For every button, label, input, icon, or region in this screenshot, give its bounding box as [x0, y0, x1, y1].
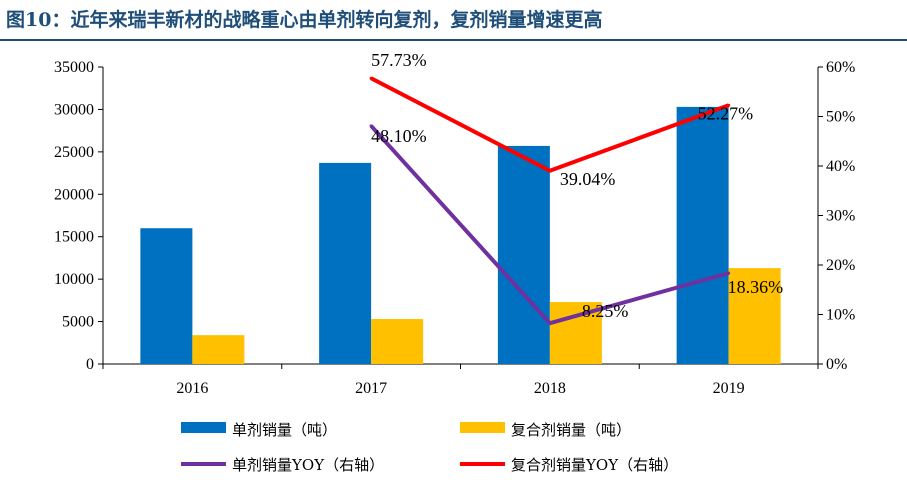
right-tick-label: 0%: [826, 356, 847, 373]
left-tick-label: 5000: [62, 314, 94, 331]
data-label: 18.36%: [728, 277, 784, 297]
right-y-axis: 0% 10% 20% 30% 40% 50% 60%: [817, 59, 855, 373]
right-tick-label: 50%: [826, 109, 855, 126]
x-tick-label: 2016: [176, 380, 208, 397]
bar: [497, 145, 550, 364]
data-label: 57.73%: [371, 50, 427, 70]
bar: [371, 319, 424, 364]
legend-label: 复合剂销量（吨）: [511, 421, 631, 439]
data-label: 8.25%: [582, 301, 629, 321]
data-labels-group: 48.10% 8.25% 18.36% 57.73% 39.04% 52.27%: [371, 50, 783, 321]
line-point: [727, 103, 731, 107]
left-tick-label: 0: [86, 356, 94, 373]
left-tick-label: 35000: [54, 59, 94, 76]
bar: [676, 106, 729, 364]
data-label: 39.04%: [560, 169, 616, 189]
right-tick-label: 20%: [826, 257, 855, 274]
left-tick-label: 20000: [54, 186, 94, 203]
line-point: [369, 124, 373, 128]
legend-swatch: [181, 422, 226, 433]
left-tick-label: 25000: [54, 144, 94, 161]
right-tick-label: 10%: [826, 307, 855, 324]
figure-title: 图10：近年来瑞丰新材的战略重心由单剂转向复剂，复剂销量增速更高: [6, 9, 603, 31]
right-tick-label: 60%: [826, 59, 855, 76]
line-point: [727, 271, 731, 275]
line-point: [548, 321, 552, 325]
legend-label: 单剂销量YOY（右轴）: [232, 456, 384, 474]
x-axis: 2016 2017 2018 2019: [102, 363, 819, 397]
x-tick-label: 2019: [713, 380, 745, 397]
data-label: 48.10%: [371, 126, 427, 146]
legend-label: 单剂销量（吨）: [232, 421, 337, 439]
left-y-axis: 0 5000 10000 15000 20000 25000 30000 35000: [54, 59, 104, 373]
title-divider: [0, 39, 907, 41]
data-label: 52.27%: [698, 103, 754, 123]
line-series-group: [369, 76, 731, 326]
line-point: [548, 169, 552, 173]
left-tick-label: 10000: [54, 271, 94, 288]
right-tick-label: 40%: [826, 158, 855, 175]
x-tick-label: 2018: [534, 380, 566, 397]
right-tick-label: 30%: [826, 208, 855, 225]
legend: 单剂销量（吨） 复合剂销量（吨） 单剂销量YOY（右轴） 复合剂销量YOY（右轴）: [181, 421, 678, 474]
bar: [728, 268, 781, 364]
line-point: [369, 76, 373, 80]
left-tick-label: 30000: [54, 101, 94, 118]
legend-label: 复合剂销量YOY（右轴）: [511, 456, 678, 474]
left-tick-label: 15000: [54, 229, 94, 246]
bar-series-group: [140, 106, 781, 364]
legend-swatch: [460, 422, 505, 433]
bar: [192, 335, 245, 364]
bar: [319, 162, 372, 364]
x-tick-label: 2017: [355, 380, 387, 397]
bar: [140, 228, 193, 364]
